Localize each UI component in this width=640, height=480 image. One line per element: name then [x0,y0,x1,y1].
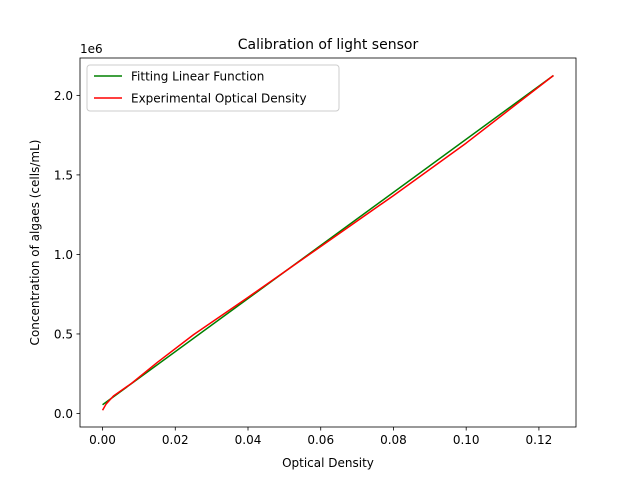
y-tick-label: 0.5 [54,327,73,341]
plot-lines [101,74,554,411]
x-tick-label: 0.06 [307,433,334,447]
y-tick-label: 2.0 [54,89,73,103]
y-axis-label: Concentration of algaes (cells/mL) [28,140,42,346]
y-tick-label: 0.0 [54,407,73,421]
x-tick-label: 0.10 [453,433,480,447]
x-axis-ticks: 0.00 0.02 0.04 0.06 0.08 0.10 0.12 [89,427,552,447]
x-axis-label: Optical Density [282,456,374,470]
legend-label-experimental: Experimental Optical Density [131,92,307,106]
x-tick-label: 0.04 [235,433,262,447]
legend-label-fit: Fitting Linear Function [131,70,264,84]
chart-title: Calibration of light sensor [238,37,419,53]
plot-frame [79,57,577,428]
legend-box [86,64,340,112]
y-tick-label: 1.0 [54,248,73,262]
y-tick-label: 1.5 [54,168,73,182]
x-tick-label: 0.02 [162,433,189,447]
series-line-fit [102,74,554,406]
series-line-experimental [101,74,554,411]
y-axis-ticks: 0.0 0.5 1.0 1.5 2.0 [54,89,80,421]
x-tick-label: 0.08 [380,433,407,447]
legend: Fitting Linear Function Experimental Opt… [86,64,340,112]
y-offset-label: 1e6 [80,42,103,56]
x-tick-label: 0.00 [89,433,116,447]
x-tick-label: 0.12 [526,433,553,447]
